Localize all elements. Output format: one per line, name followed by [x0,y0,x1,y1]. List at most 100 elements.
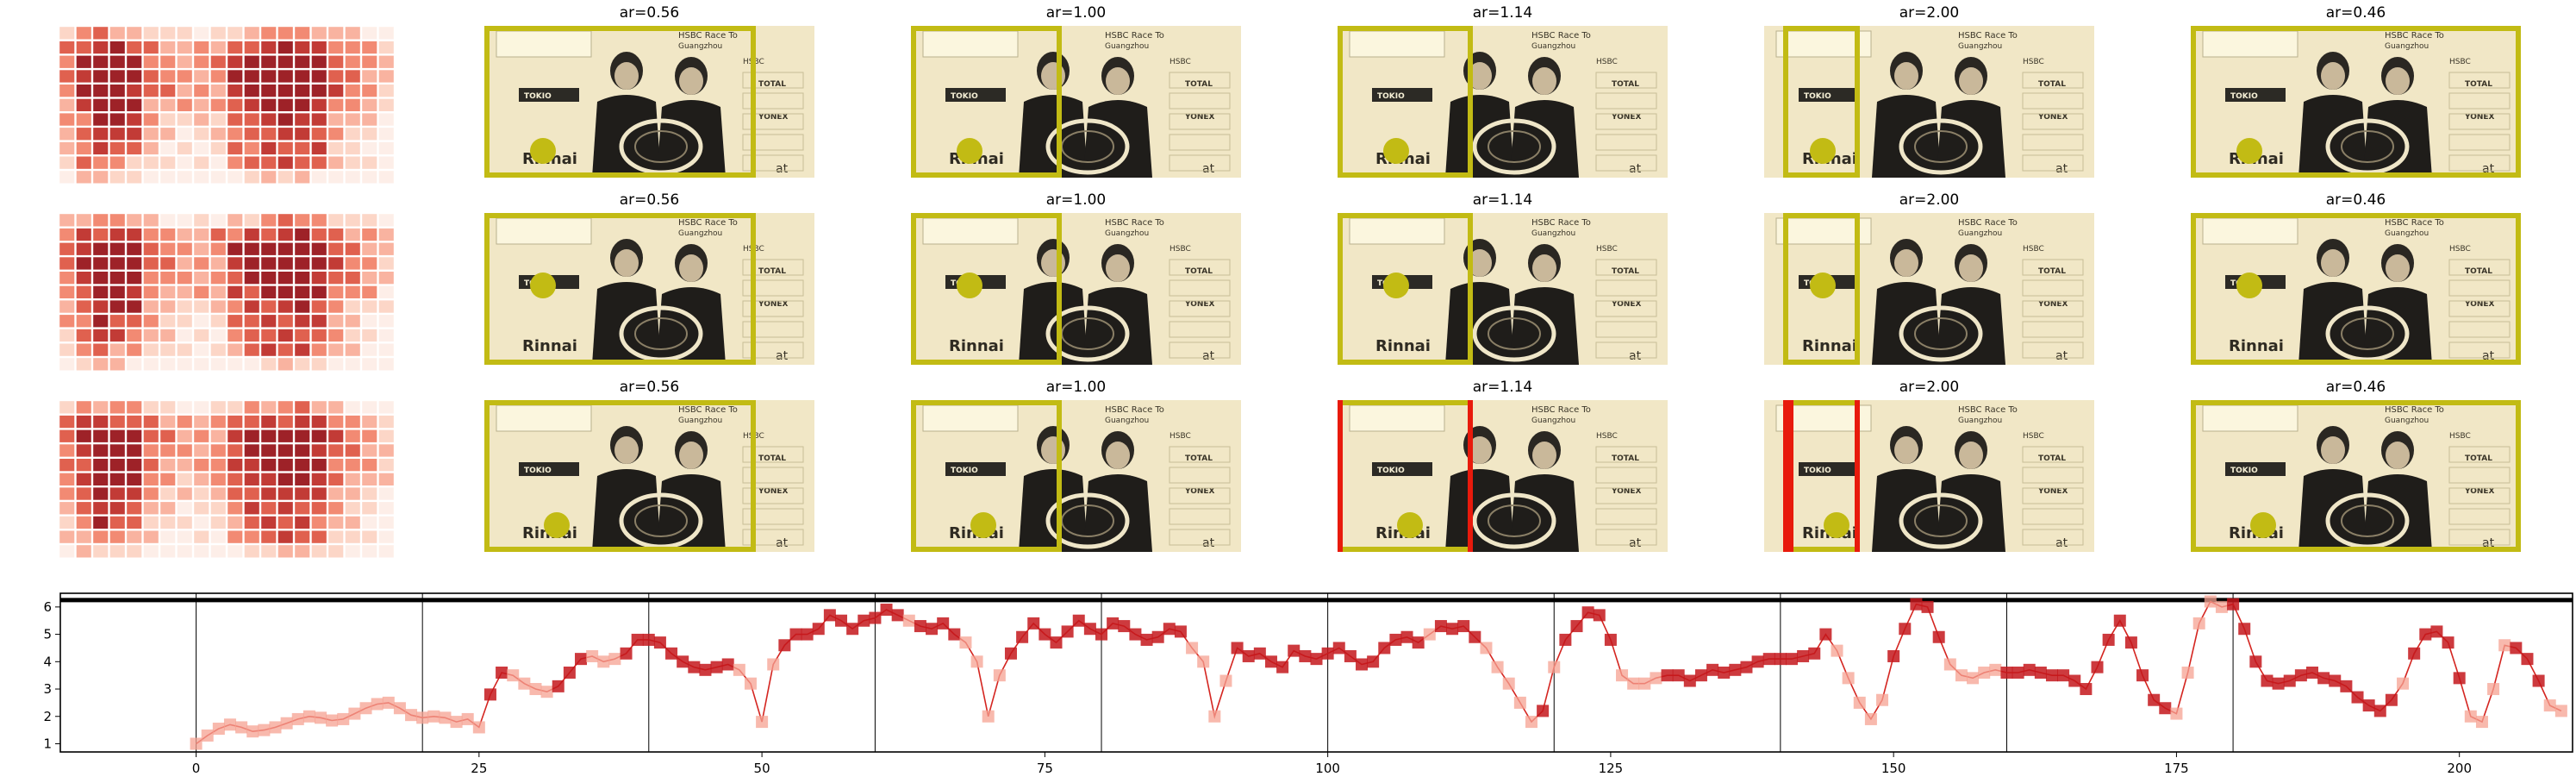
signage-text: YONEX [758,487,789,496]
signage-text: YONEX [2464,487,2495,496]
signage-text: HSBC [2449,245,2471,254]
heatmap-cell [362,315,377,328]
heatmap-cell [244,41,259,54]
y-axis: 1 2 3 4 5 6 [43,599,60,751]
heatmap-cell [93,444,109,457]
data-point [371,698,384,711]
heatmap-cell [295,214,310,227]
heatmap-cell [362,502,377,515]
signage-text: Guangzhou [2385,229,2429,238]
heatmap-cell [378,85,394,97]
heatmap-cell [76,300,91,313]
heatmap-cell [143,285,159,298]
heatmap-cell [59,141,75,155]
heatmap-cell [143,516,159,529]
trophy [1488,504,1541,537]
panel-title: ar=1.00 [1046,191,1107,209]
x-tick-label: 25 [471,761,487,776]
heatmap-cell [228,444,243,457]
heatmap-cell [328,242,344,255]
heatmap-cell [127,415,142,429]
heatmap-cell [76,358,91,371]
data-point [608,653,621,666]
heatmap-cell [127,171,142,184]
data-point [1502,677,1515,690]
heatmap-cell [345,401,360,414]
signage-board [496,404,592,432]
data-point [1457,620,1470,633]
signage-board [2022,72,2084,89]
heatmap-cell [345,141,360,155]
data-point [291,712,304,725]
signage-board [2022,508,2084,525]
heatmap-cell [127,156,142,169]
data-point [926,623,939,636]
heatmap-cell [362,530,377,543]
signage-text: HSBC [1596,58,1618,66]
data-point [201,729,214,742]
heatmap-cell [143,113,159,126]
heatmap-cell [228,300,243,313]
data-point [959,636,972,649]
data-point [1616,669,1629,682]
data-point [2215,600,2228,613]
signage-text: at [2055,536,2068,550]
heatmap-cell [328,530,344,543]
signage-board [2448,341,2511,359]
data-point [1910,598,1923,611]
signage-text: YONEX [1184,113,1215,122]
sponsor-panel [519,88,579,102]
data-point [1027,617,1040,630]
heatmap-cell [93,487,109,500]
heatmap-cell [76,415,91,429]
signage-text: YONEX [1611,300,1642,309]
crop-box [911,400,1062,552]
heatmap-cell [194,300,209,313]
signage-board [1595,321,1657,338]
panel-title: ar=1.00 [1046,379,1107,396]
heatmap-cell [244,128,259,141]
heatmap-cell [362,343,377,356]
heatmap-cell [59,358,75,371]
person-face [1894,249,1918,277]
heatmap-cell [261,487,277,500]
heatmap-cell [127,429,142,442]
trophy [1914,130,1968,163]
focus-point [1824,512,1849,538]
heatmap-cell [177,156,192,169]
heatmap-cell [328,415,344,429]
signage-text: HSBC [1596,432,1618,441]
data-point [1831,644,1843,657]
signage-board [922,217,1019,245]
heatmap-cell [160,285,176,298]
heatmap-cell [177,272,192,285]
heatmap-cell [143,41,159,54]
heatmap-cell [59,343,75,356]
data-point [2227,598,2240,611]
heatmap-cell [210,429,226,442]
heatmap-cell [210,141,226,155]
heatmap-cell [93,516,109,529]
heatmap-cell [295,545,310,558]
heatmap-cell [177,487,192,500]
heatmap-cell [210,257,226,270]
panel-title: ar=1.14 [1473,379,1533,396]
data-point [1921,600,1934,613]
signage-board [922,30,1019,58]
signage-text: TOKIO [2230,467,2258,475]
heatmap-cell [261,358,277,371]
signage-text: HSBC Race To [1531,405,1591,415]
heatmap-cell [228,473,243,485]
panel-title: ar=2.00 [1899,379,1960,396]
data-point [2385,693,2398,706]
signage-text: TOTAL [2038,80,2066,89]
heatmap-cell [143,329,159,342]
heatmap-cell [244,27,259,40]
heatmap-cell [194,113,209,126]
heatmap-cell [345,473,360,485]
data-point [982,710,995,723]
heatmap-cell [177,473,192,485]
heatmap-cell [160,214,176,227]
person-face [614,249,639,277]
x-tick-label: 200 [2447,761,2472,776]
